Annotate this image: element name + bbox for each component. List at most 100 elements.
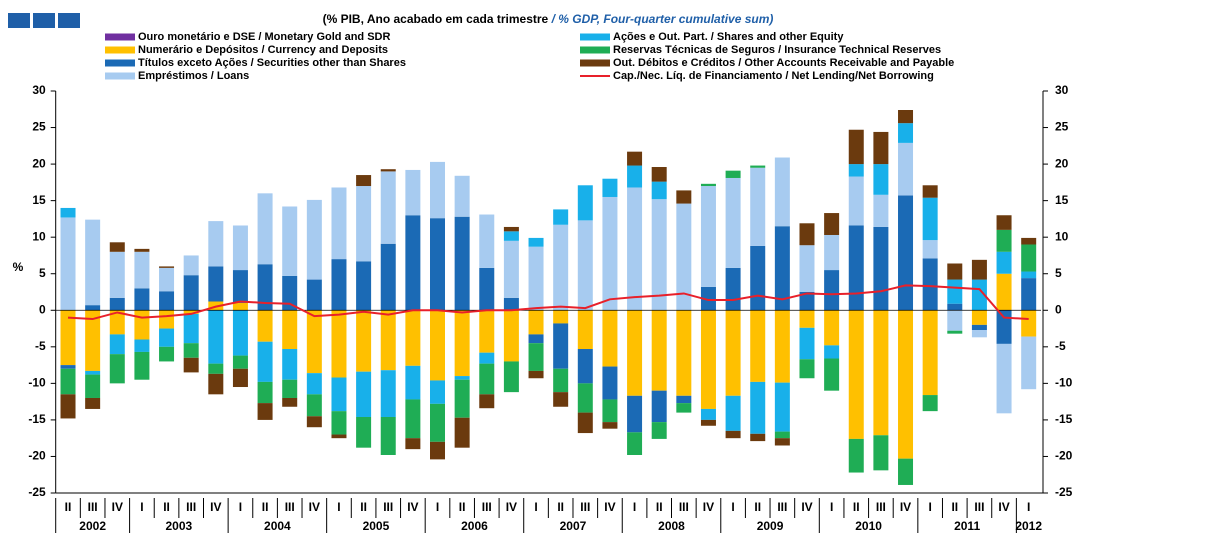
bar-segment — [232, 270, 248, 303]
legend-swatch — [580, 46, 610, 54]
bar-segment — [651, 199, 667, 311]
bar-segment — [947, 263, 963, 280]
bar-segment — [232, 368, 248, 388]
bar-segment — [405, 399, 421, 439]
bar-segment — [208, 266, 224, 302]
x-tick-label: II — [754, 500, 761, 514]
bar-segment — [134, 351, 150, 380]
bar-segment — [159, 328, 175, 347]
logo-block — [33, 13, 55, 28]
bar-segment — [725, 177, 741, 268]
bar-segment — [454, 216, 470, 311]
bar-segment — [331, 187, 347, 260]
bar-segment — [725, 170, 741, 178]
bar-segment — [134, 248, 150, 252]
bar-segment — [134, 310, 150, 340]
bar-segment — [60, 217, 76, 311]
bar-segment — [996, 343, 1012, 414]
line-series — [67, 284, 1029, 321]
bar-segment — [602, 422, 618, 429]
bar-segment — [577, 349, 593, 384]
bar-segment — [405, 438, 421, 450]
bar-segment — [60, 207, 76, 218]
bar-segment — [430, 403, 446, 442]
x-tick-label: III — [974, 500, 984, 514]
bar-segment — [159, 267, 175, 292]
bar-segment — [700, 186, 716, 287]
bar-segment — [898, 458, 914, 485]
bar-segment — [356, 186, 372, 262]
bar-segment — [159, 266, 175, 268]
bar-segment — [996, 310, 1012, 344]
y-tick-label-right: 30 — [1055, 83, 1069, 97]
bar-segment — [380, 169, 396, 172]
x-tick-label: IV — [112, 500, 123, 514]
bar-segment — [356, 416, 372, 448]
bar-segment — [430, 161, 446, 219]
bar-segment — [159, 346, 175, 362]
bar-segment — [602, 310, 618, 367]
bar-segment — [824, 270, 840, 311]
x-tick-label: I — [731, 500, 734, 514]
x-tick-label: I — [928, 500, 931, 514]
x-tick-label: III — [580, 500, 590, 514]
x-tick-label: II — [262, 500, 269, 514]
bar-segment — [430, 310, 446, 381]
bar-segment — [1021, 244, 1037, 272]
x-tick-label: III — [482, 500, 492, 514]
y-tick-label: 5 — [39, 266, 46, 280]
bar-segment — [898, 310, 914, 459]
y-tick-label: 30 — [32, 83, 46, 97]
bar-segment — [553, 310, 569, 324]
bar-segment — [848, 225, 864, 311]
bar-segment — [479, 394, 495, 409]
bar-segment — [873, 310, 889, 436]
bar-segment — [183, 343, 199, 358]
bar-segment — [109, 334, 125, 355]
bar-segment — [848, 129, 864, 165]
bar-segment — [85, 219, 101, 306]
legend-swatch — [580, 33, 610, 41]
bar-segment — [922, 197, 938, 241]
bar-segment — [134, 339, 150, 352]
bar-segment — [282, 379, 298, 398]
bar-segment — [282, 275, 298, 311]
bar-segment — [676, 395, 692, 404]
bar-segment — [454, 376, 470, 380]
y-tick-label-right: -25 — [1055, 485, 1073, 499]
bar-segment — [109, 310, 125, 335]
x-tick-label: IV — [801, 500, 812, 514]
bar-segment — [331, 259, 347, 311]
bar-segment — [454, 379, 470, 418]
bar-segment — [85, 374, 101, 398]
y-tick-label: -5 — [35, 339, 46, 353]
bar-segment — [454, 417, 470, 448]
bar-segment — [627, 395, 643, 433]
bar-segment — [85, 310, 101, 371]
bar-segment — [971, 330, 987, 338]
bar-segment — [922, 240, 938, 259]
bar-segment — [503, 297, 519, 311]
bar-segment — [405, 215, 421, 311]
legend-label: Ouro monetário e DSE / Monetary Gold and… — [138, 31, 390, 43]
bar-segment — [85, 370, 101, 375]
bar-segment — [750, 165, 766, 168]
bar-segment — [602, 366, 618, 400]
bar-segment — [503, 231, 519, 241]
bar-segment — [602, 196, 618, 311]
x-tick-label: IV — [506, 500, 517, 514]
y-tick-label: -20 — [28, 449, 46, 463]
bar-segment — [331, 310, 347, 378]
x-tick-label: II — [951, 500, 958, 514]
bar-segment — [257, 403, 273, 420]
bar-segment — [898, 142, 914, 196]
bar-segment — [257, 341, 273, 382]
bar-segment — [750, 381, 766, 434]
bar-segment — [503, 361, 519, 393]
bar-segment — [479, 267, 495, 311]
bar-segment — [159, 291, 175, 311]
x-group-label: 2012 — [1015, 519, 1042, 533]
legend-label: Cap./Nec. Líq. de Financiamento / Net Le… — [613, 70, 934, 82]
y-tick-label-right: 15 — [1055, 193, 1069, 207]
bar-segment — [553, 224, 569, 311]
